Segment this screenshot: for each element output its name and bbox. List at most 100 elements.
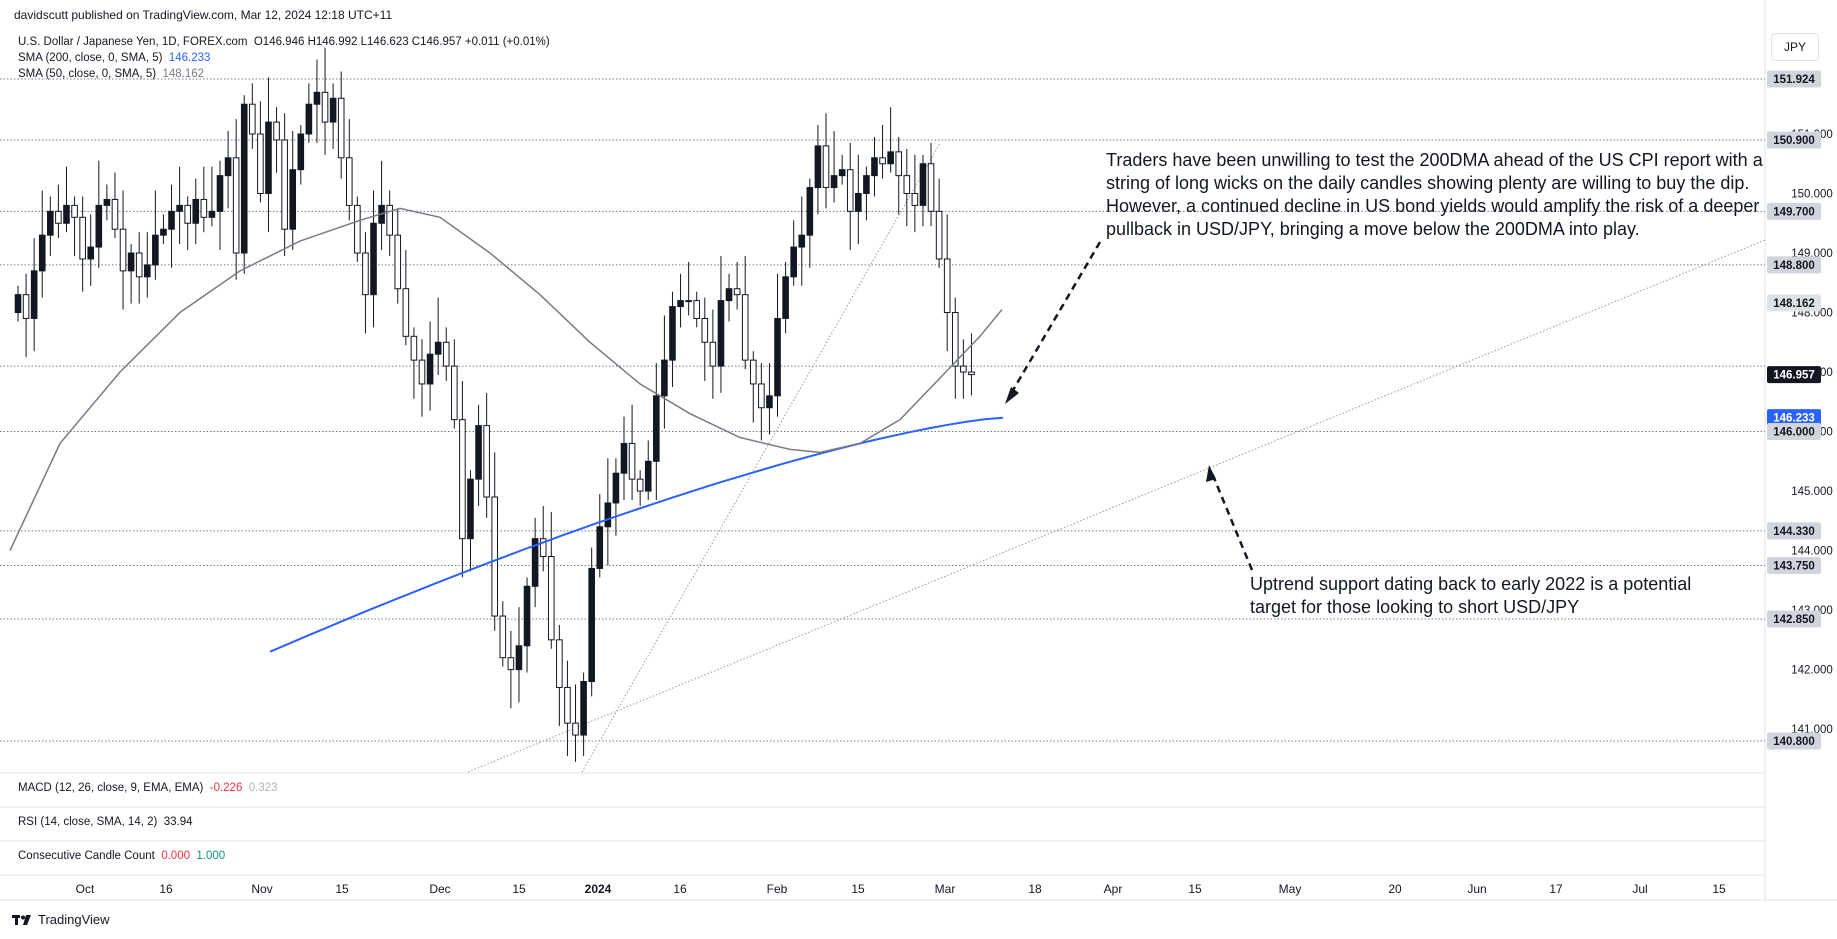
sma200-legend[interactable]: SMA (200, close, 0, SMA, 5) 146.233 [18,50,550,66]
candle-body [386,204,393,236]
candle-body [628,442,636,480]
candle-body [297,133,305,171]
currency-button[interactable]: JPY [1771,33,1819,61]
annotation-top: Traders have been unwilling to test the … [1106,150,1763,239]
candle-body [402,288,410,337]
time-axis-tick: 15 [1712,882,1726,896]
candle-body [394,234,402,290]
price-label-bg [1767,256,1821,274]
symbol-legend[interactable]: U.S. Dollar / Japanese Yen, 1D, FOREX.co… [18,34,550,50]
candle-body [240,103,248,254]
candle-body [168,210,175,230]
time-axis-tick: Mar [935,882,956,896]
price-label-bg [1767,409,1821,427]
price-axis-tick: 144.000 [1791,546,1833,558]
candle-body [257,133,264,194]
price-label-bg [1767,131,1821,149]
macd-signal-value: 0.323 [248,782,278,794]
price-label-bg [1767,556,1821,574]
candle-body [766,395,773,409]
rsi-legend[interactable]: RSI (14, close, SMA, 14, 2) 33.94 [18,816,193,828]
candle-body [345,157,353,206]
candle-body [596,526,604,569]
candle-body [798,234,806,248]
candle-body [79,216,86,260]
tradingview-footer[interactable]: TradingView [12,912,110,927]
candle-body [523,585,531,647]
candle-body [265,121,272,194]
candle-body [725,288,733,302]
time-axis-tick: Jul [1632,882,1647,896]
time-axis-tick: Apr [1104,882,1123,896]
candle-body [604,502,612,528]
candle-body [741,294,749,361]
macd-label: MACD (12, 26, close, 9, EMA, EMA) [18,782,204,794]
candle-body [693,300,701,319]
sma200-value: 146.233 [168,52,211,64]
price-axis-tick: 142.000 [1791,665,1833,677]
time-axis-tick: Dec [429,882,450,896]
time-axis-tick: 15 [335,882,349,896]
ohlc-values: O146.946 H146.992 L146.623 C146.957 +0.0… [253,36,550,48]
candle-body [232,157,240,254]
rsi-value: 33.94 [163,816,193,828]
price-label: 146.957 [1773,370,1815,382]
candle-body [273,121,280,141]
candle-body [475,425,482,480]
time-axis-tick: Jun [1467,882,1486,896]
steep-trendline [581,142,941,773]
price-label: 149.700 [1773,206,1815,218]
candle-body [968,371,975,376]
sma50-label: SMA (50, close, 0, SMA, 5) [18,68,157,80]
candle-body [200,198,208,218]
candle-body [960,365,967,373]
arrow-line-top [1007,241,1102,398]
candle-body [483,425,490,498]
candle-body [499,615,507,659]
ccc-value-1: 0.000 [161,850,190,862]
candle-body [838,169,846,177]
candle-body [855,192,862,212]
candle-body [143,264,151,278]
candle-body [507,657,515,671]
candle-body [119,228,127,272]
candle-body [152,234,159,266]
time-axis-tick: Oct [76,882,95,896]
candle-body [160,228,167,236]
candle-body [636,478,644,492]
ccc-legend[interactable]: Consecutive Candle Count 0.000 1.000 [18,850,225,862]
price-axis-tick: 145.000 [1791,486,1833,498]
uptrend-support-line [467,239,1766,773]
time-axis-tick: May [1279,882,1302,896]
candle-body [911,192,919,206]
candle-body [620,442,628,474]
candle-body [935,210,943,260]
candle-body [539,538,547,558]
candle-body [410,335,418,361]
macd-legend[interactable]: MACD (12, 26, close, 9, EMA, EMA) -0.226… [18,782,278,794]
price-label-bg [1767,366,1821,384]
candle-body [426,353,434,385]
candle-body [184,204,191,224]
candle-body [919,163,927,206]
candle-body [321,91,329,123]
candle-body [895,151,903,177]
price-label-bg [1767,522,1821,540]
candle-body [135,252,143,278]
rsi-label: RSI (14, close, SMA, 14, 2) [18,816,158,828]
candle-body [790,246,797,278]
candle-body [459,419,466,540]
sma50-legend[interactable]: SMA (50, close, 0, SMA, 5) 148.162 [18,66,550,82]
macd-value: -0.226 [209,782,243,794]
candle-body [903,175,911,194]
time-axis-tick: 20 [1388,882,1402,896]
price-label: 150.900 [1773,135,1815,147]
candle-body [192,198,200,224]
price-label-bg [1767,610,1821,628]
ccc-label: Consecutive Candle Count [18,850,155,862]
candle-body [951,312,959,367]
candle-body [362,252,369,296]
price-label: 146.233 [1773,413,1815,425]
candle-body [701,317,709,343]
candle-body [749,359,757,385]
